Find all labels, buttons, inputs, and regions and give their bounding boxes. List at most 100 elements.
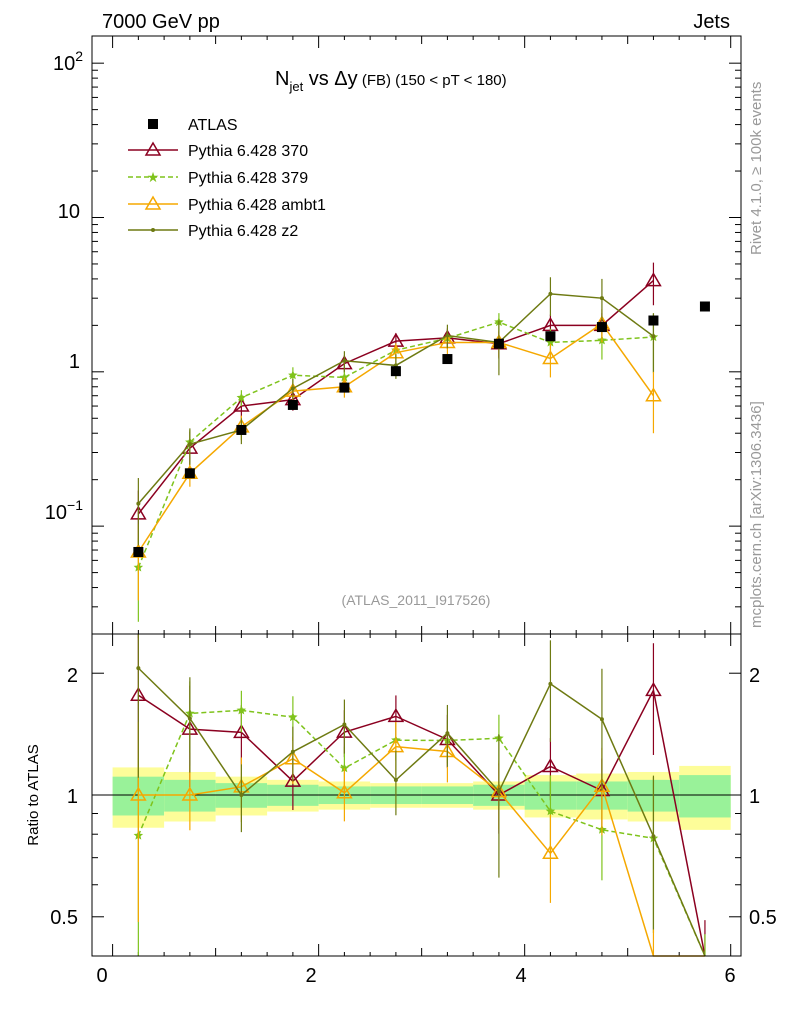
main-point-p379 bbox=[545, 337, 556, 347]
ratio-point-p370 bbox=[542, 757, 559, 773]
main-line-p370 bbox=[137, 280, 654, 515]
atlas-point bbox=[236, 424, 247, 435]
main-point-z2 bbox=[651, 334, 656, 339]
analysis-watermark: (ATLAS_2011_I917526) bbox=[342, 592, 491, 608]
main-point-p379 bbox=[288, 370, 298, 380]
ratio-point-p379 bbox=[339, 763, 350, 773]
main-point-p370 bbox=[645, 272, 662, 287]
ytick-100: 102 bbox=[53, 48, 83, 75]
ratio-point-p379 bbox=[288, 712, 298, 722]
title-tail: (150 < pT < 180) bbox=[391, 72, 507, 89]
title-mid: vs Δy bbox=[303, 68, 357, 90]
legend-370-marker bbox=[144, 141, 162, 156]
ratio-panel: Ratio to ATLAS 2 1 0.5 2 1 0.5 0 2 4 6 bbox=[25, 633, 777, 987]
ratio-ytick-1: 1 bbox=[67, 786, 78, 808]
main-panel: Njet vs Δy (FB) (150 < pT < 180) (ATLAS_… bbox=[45, 35, 742, 635]
ratio-point-p370 bbox=[387, 707, 405, 723]
main-point-z2 bbox=[445, 333, 450, 338]
ratio-ytick-1-right: 1 bbox=[749, 786, 760, 808]
ratio-line-p379 bbox=[137, 709, 706, 957]
atlas-point bbox=[545, 331, 556, 342]
main-point-z2 bbox=[187, 442, 192, 447]
xtick-4: 4 bbox=[515, 965, 526, 987]
ytick-01-base: 10 bbox=[45, 502, 67, 524]
legend-379-marker: ★ bbox=[147, 169, 160, 185]
ratio-y-tick-labels-right: 2 1 0.5 bbox=[749, 665, 777, 929]
atlas-point bbox=[133, 546, 144, 557]
header-left: 7000 GeV pp bbox=[102, 11, 220, 33]
atlas-point bbox=[493, 338, 504, 349]
ratio-point-z2 bbox=[187, 716, 192, 721]
ytick-10: 10 bbox=[58, 201, 80, 223]
title-sub: jet bbox=[288, 79, 303, 94]
ytick-1: 1 bbox=[69, 351, 80, 373]
ratio-point-z2 bbox=[239, 793, 244, 797]
ratio-frame bbox=[91, 633, 742, 957]
main-point-p370 bbox=[233, 397, 250, 412]
ytick-01-exp: −1 bbox=[67, 497, 83, 513]
ratio-ytick-05: 0.5 bbox=[50, 907, 78, 929]
main-plot-area bbox=[92, 36, 741, 635]
legend-z2-marker bbox=[151, 228, 155, 232]
ratio-line-z2 bbox=[137, 667, 706, 957]
rivet-label: Rivet 4.1.0, ≥ 100k events bbox=[748, 82, 765, 255]
header-right: Jets bbox=[693, 11, 730, 33]
ratio-point-ambt1 bbox=[130, 786, 147, 801]
legend: ATLAS Pythia 6.428 370 ★ Pythia 6.428 37… bbox=[128, 117, 326, 240]
mcplots-label: mcplots.cern.ch [arXiv:1306.3436] bbox=[748, 401, 765, 628]
ratio-point-z2 bbox=[342, 722, 347, 727]
ratio-point-p379 bbox=[236, 705, 247, 715]
ratio-y-tick-labels-left: 2 1 0.5 bbox=[50, 665, 78, 929]
main-point-ambt1 bbox=[542, 349, 559, 365]
ratio-point-z2 bbox=[445, 731, 450, 736]
main-point-p379 bbox=[236, 392, 247, 402]
main-point-z2 bbox=[599, 296, 604, 301]
legend-379-label: Pythia 6.428 379 bbox=[188, 170, 308, 187]
ratio-point-z2 bbox=[290, 749, 295, 754]
legend-entry-379: ★ Pythia 6.428 379 bbox=[128, 169, 308, 187]
ratio-point-z2 bbox=[651, 834, 656, 839]
main-point-z2 bbox=[342, 358, 347, 363]
main-point-ambt1 bbox=[645, 387, 662, 402]
atlas-point bbox=[596, 322, 607, 333]
atlas-point bbox=[339, 382, 350, 393]
main-y-tick-labels: 102 10 1 10−1 bbox=[45, 48, 83, 524]
legend-entry-370: Pythia 6.428 370 bbox=[128, 141, 308, 160]
ratio-band-inner-11 bbox=[679, 775, 731, 818]
xtick-6: 6 bbox=[724, 965, 735, 987]
legend-z2-label: Pythia 6.428 z2 bbox=[188, 223, 298, 240]
plot-title: Njet vs Δy (FB) (150 < pT < 180) bbox=[275, 68, 507, 94]
atlas-point bbox=[287, 399, 298, 410]
ratio-point-z2 bbox=[599, 717, 604, 722]
atlas-point bbox=[699, 301, 710, 312]
ratio-point-p370 bbox=[645, 681, 662, 697]
title-main: N bbox=[275, 68, 289, 90]
ratio-point-z2 bbox=[136, 666, 141, 671]
ratio-point-z2 bbox=[548, 681, 553, 686]
legend-atlas-label: ATLAS bbox=[188, 117, 238, 134]
legend-ambt1-label: Pythia 6.428 ambt1 bbox=[188, 197, 326, 214]
ratio-point-p379 bbox=[545, 806, 556, 816]
ratio-point-ambt1 bbox=[181, 786, 199, 801]
atlas-point bbox=[184, 468, 195, 479]
ratio-point-z2 bbox=[496, 789, 501, 794]
main-point-z2 bbox=[290, 386, 295, 391]
ratio-point-ambt1 bbox=[336, 784, 353, 799]
ratio-point-p370 bbox=[233, 723, 250, 739]
ratio-line-ambt1 bbox=[138, 745, 705, 957]
ratio-point-z2 bbox=[393, 778, 398, 783]
legend-370-label: Pythia 6.428 370 bbox=[188, 143, 308, 160]
ratio-point-p370 bbox=[284, 772, 302, 787]
main-point-z2 bbox=[136, 501, 141, 506]
ratio-ytick-2-right: 2 bbox=[749, 665, 760, 687]
xtick-0: 0 bbox=[96, 965, 107, 987]
x-tick-labels: 0 2 4 6 bbox=[96, 965, 735, 987]
ytick-01: 10−1 bbox=[45, 497, 83, 524]
ratio-point-ambt1 bbox=[593, 777, 611, 792]
main-point-p379 bbox=[339, 372, 350, 382]
atlas-point bbox=[390, 366, 401, 377]
legend-entry-z2: Pythia 6.428 z2 bbox=[128, 223, 298, 240]
ratio-line-p370 bbox=[137, 688, 706, 957]
atlas-point bbox=[648, 315, 659, 326]
main-point-z2 bbox=[548, 291, 553, 296]
